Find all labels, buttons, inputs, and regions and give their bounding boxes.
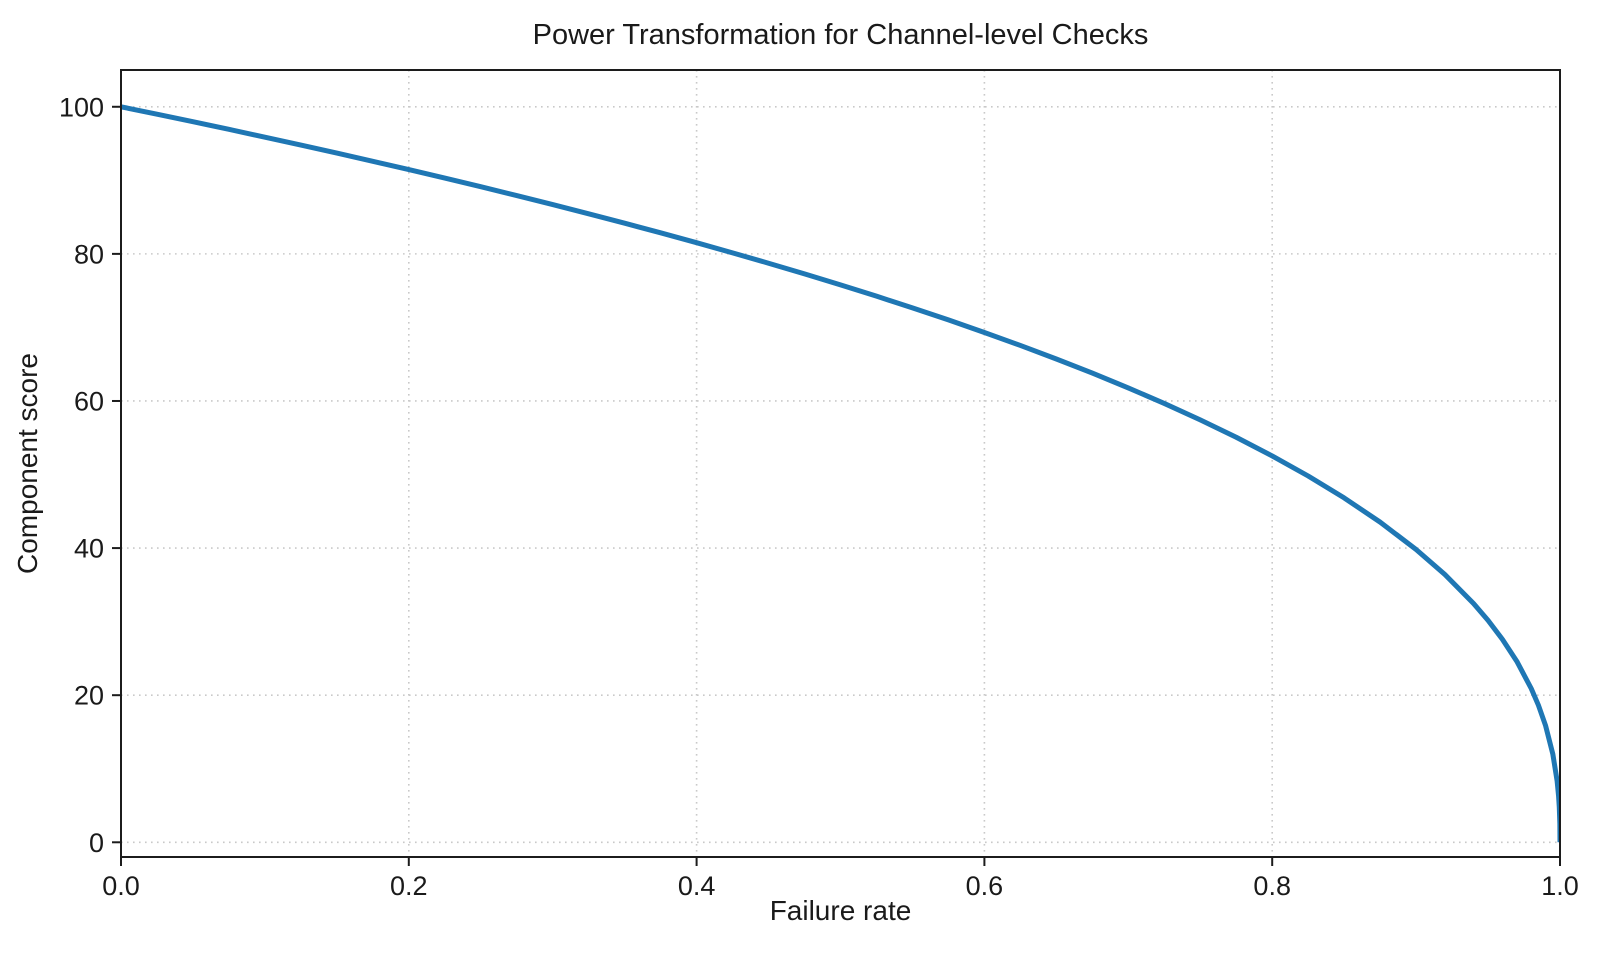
x-tick-label: 1.0 bbox=[1541, 871, 1579, 901]
gridlines bbox=[120, 70, 1561, 857]
y-tick-label: 0 bbox=[89, 828, 104, 858]
y-axis-label: Component score bbox=[12, 353, 43, 574]
series-line bbox=[121, 104, 1560, 843]
axes-spines bbox=[120, 69, 1561, 858]
tick-labels: 0.0 0.2 0.4 0.6 0.8 1.0 0 20 40 60 80 100 bbox=[59, 92, 1579, 901]
axis-ticks bbox=[112, 105, 1561, 866]
y-tick-label: 60 bbox=[74, 386, 104, 416]
y-tick-label: 40 bbox=[74, 534, 104, 564]
y-tick-label: 20 bbox=[74, 681, 104, 711]
x-tick-label: 0.8 bbox=[1253, 871, 1291, 901]
x-axis-label: Failure rate bbox=[770, 895, 912, 926]
chart-title: Power Transformation for Channel-level C… bbox=[533, 19, 1149, 51]
y-tick-label: 80 bbox=[74, 239, 104, 269]
x-tick-label: 0.0 bbox=[102, 871, 140, 901]
y-tick-label: 100 bbox=[59, 92, 104, 122]
x-tick-label: 0.4 bbox=[678, 871, 716, 901]
data-curve bbox=[121, 104, 1560, 843]
x-tick-label: 0.2 bbox=[390, 871, 428, 901]
x-tick-label: 0.6 bbox=[966, 871, 1004, 901]
plot-border bbox=[120, 69, 1561, 858]
